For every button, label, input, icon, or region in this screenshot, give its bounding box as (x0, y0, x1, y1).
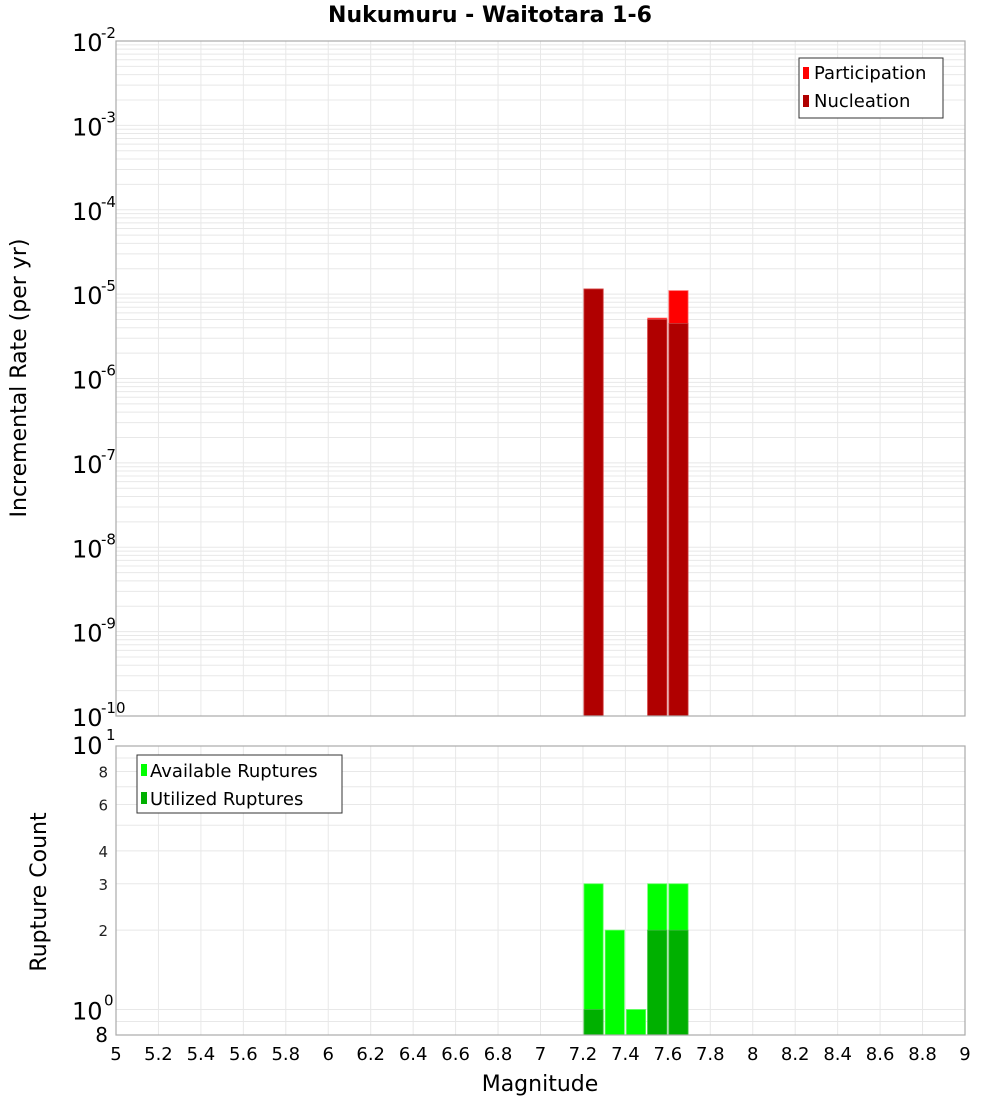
y-tick-label: 10 1 (72, 726, 116, 760)
svg-text:10: 10 (72, 113, 103, 141)
svg-text:10: 10 (72, 620, 103, 648)
svg-text:-7: -7 (101, 446, 116, 464)
x-tick-label: 6.2 (356, 1044, 385, 1065)
nucleation-bar (668, 322, 689, 717)
utilized-bar (668, 929, 689, 1036)
svg-text:1: 1 (106, 726, 116, 744)
count-y-axis-label: Rupture Count (27, 812, 52, 972)
x-axis: 5 5.2 5.4 5.6 5.8 6 6.2 6.4 6.6 6.8 7 7.2 7.4 7.6 7.8 8… (110, 1044, 970, 1065)
x-tick-label: 7.8 (696, 1044, 725, 1065)
y-tick-label: 3 (98, 876, 108, 894)
y-tick-label: 10-10 (72, 699, 126, 732)
svg-text:-6: -6 (101, 362, 116, 380)
utilized-bar (647, 929, 668, 1036)
svg-text:10: 10 (72, 704, 103, 732)
x-tick-label: 8.6 (866, 1044, 895, 1065)
svg-text:10: 10 (72, 367, 103, 395)
svg-text:0: 0 (104, 991, 114, 1009)
y-tick-label: 10-2 (72, 24, 116, 57)
svg-text:10: 10 (72, 535, 103, 563)
svg-text:-5: -5 (101, 277, 116, 295)
rate-plot (115, 40, 966, 717)
y-tick-label: 4 (98, 843, 108, 861)
x-tick-label: 8 (747, 1044, 758, 1065)
rate-plot-frame (115, 40, 966, 717)
y-tick-label: 10 0 (72, 991, 114, 1025)
x-tick-label: 5 (110, 1044, 121, 1065)
nucleation-bar (583, 288, 604, 717)
svg-text:-3: -3 (101, 108, 116, 126)
svg-text:10: 10 (72, 198, 103, 226)
chart-title: Nukumuru - Waitotara 1-6 (328, 3, 652, 28)
x-tick-label: 5.6 (229, 1044, 258, 1065)
nucleation-swatch (803, 95, 809, 107)
y-tick-label: 10-9 (72, 615, 116, 648)
legend-participation: Participation (814, 63, 926, 84)
x-tick-label: 6 (323, 1044, 334, 1065)
svg-text:-2: -2 (101, 24, 116, 42)
rate-y-axis-label: Incremental Rate (per yr) (7, 239, 32, 518)
legend-available: Available Ruptures (150, 761, 318, 782)
y-tick-label: 6 (98, 796, 108, 814)
x-tick-label: 8.8 (908, 1044, 937, 1065)
svg-text:10: 10 (72, 282, 103, 310)
legend-utilized: Utilized Ruptures (150, 789, 303, 810)
utilized-bar (583, 1009, 604, 1036)
utilized-swatch (141, 792, 147, 804)
x-tick-label: 7.4 (611, 1044, 640, 1065)
svg-text:-8: -8 (101, 530, 116, 548)
y-tick-label: 10-8 (72, 530, 116, 563)
x-tick-label: 7 (535, 1044, 546, 1065)
rate-legend: Participation Nucleation (798, 57, 944, 119)
x-tick-label: 5.8 (271, 1044, 300, 1065)
count-plot-frame (115, 745, 966, 1036)
legend-nucleation: Nucleation (814, 91, 910, 112)
rate-bars (583, 288, 689, 717)
y-tick-label: 10-5 (72, 277, 116, 310)
available-bar (604, 929, 625, 1036)
x-tick-label: 9 (959, 1044, 970, 1065)
y-tick-label: 2 (98, 922, 108, 940)
x-tick-label: 6.8 (484, 1044, 513, 1065)
x-tick-label: 7.2 (569, 1044, 598, 1065)
y-tick-label: 8 (95, 1023, 108, 1047)
x-tick-label: 5.2 (144, 1044, 173, 1065)
svg-text:-10: -10 (101, 699, 126, 717)
svg-text:-9: -9 (101, 615, 116, 633)
svg-text:10: 10 (72, 997, 103, 1025)
x-tick-label: 5.4 (187, 1044, 216, 1065)
y-tick-label: 10-4 (72, 193, 116, 226)
available-bar (626, 1009, 647, 1036)
x-tick-label: 8.4 (823, 1044, 852, 1065)
svg-text:10: 10 (72, 451, 103, 479)
participation-swatch (803, 67, 809, 79)
x-tick-label: 6.6 (441, 1044, 470, 1065)
y-tick-label: 10-6 (72, 362, 116, 395)
y-tick-label: 10-7 (72, 446, 116, 479)
svg-text:-4: -4 (101, 193, 116, 211)
rate-y-axis: 10-210-310-410-510-610-710-810-910-10 (72, 24, 126, 732)
x-tick-label: 6.4 (399, 1044, 428, 1065)
count-legend: Available Ruptures Utilized Ruptures (136, 754, 343, 814)
x-tick-label: 8.2 (781, 1044, 810, 1065)
x-axis-label: Magnitude (482, 1072, 599, 1097)
svg-text:10: 10 (72, 732, 103, 760)
available-swatch (141, 764, 147, 776)
nucleation-bar (647, 319, 668, 717)
x-tick-label: 7.6 (654, 1044, 683, 1065)
y-tick-label: 8 (98, 764, 108, 782)
y-tick-label: 10-3 (72, 108, 116, 141)
svg-text:10: 10 (72, 29, 103, 57)
